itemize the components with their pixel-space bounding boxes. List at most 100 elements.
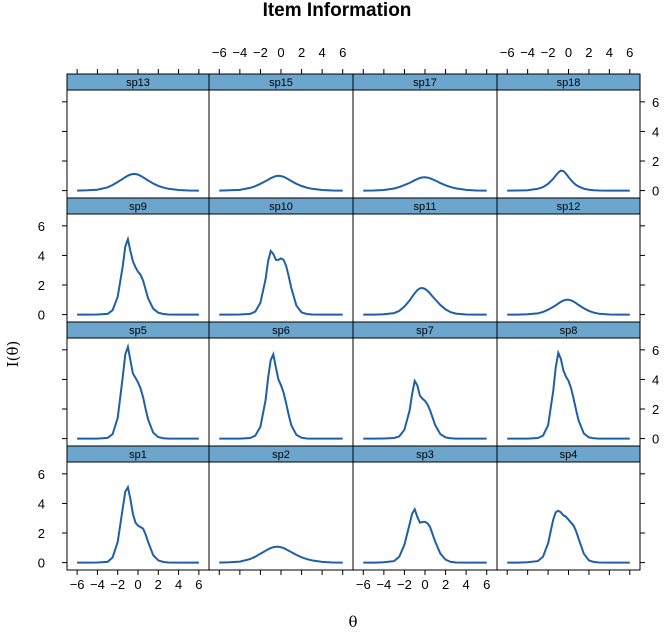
x-tick-label: 4 (319, 45, 326, 60)
strip-sp12 (496, 197, 641, 215)
y-tick-label: 4 (38, 248, 45, 263)
x-tick-label: 4 (463, 577, 470, 592)
curve-sp4 (507, 509, 630, 564)
x-tick-label: −2 (397, 577, 412, 592)
y-tick-label: 6 (38, 467, 45, 482)
strip-label-sp10: sp10 (269, 201, 293, 213)
strip-label-sp15: sp15 (269, 77, 293, 89)
x-tick-label: −2 (253, 45, 268, 60)
x-tick-label: 2 (585, 45, 592, 60)
panel-sp12 (496, 213, 641, 323)
x-tick-label: 4 (175, 577, 182, 592)
curve-sp18 (507, 169, 630, 192)
x-axis-label: θ (348, 613, 357, 631)
x-tick-label: 6 (195, 577, 202, 592)
panel-sp2 (208, 461, 354, 571)
strip-label-sp17: sp17 (413, 77, 437, 89)
strip-label-sp5: sp5 (129, 325, 147, 337)
y-tick-label: 6 (38, 219, 45, 234)
panel-sp10 (208, 213, 354, 323)
y-tick-label: 6 (652, 95, 659, 110)
x-tick-label: −4 (90, 577, 105, 592)
panel-sp9 (66, 213, 210, 323)
y-tick-label: 0 (652, 184, 659, 199)
x-tick-label: 0 (565, 45, 572, 60)
x-tick-label: 6 (626, 45, 633, 60)
y-tick-label: 4 (38, 496, 45, 511)
y-tick-label: 0 (38, 308, 45, 323)
strip-label-sp18: sp18 (557, 77, 581, 89)
panel-sp18 (496, 89, 641, 199)
chart-title: Item Information (263, 0, 412, 21)
curve-sp1 (77, 484, 199, 564)
curve-sp6 (219, 350, 343, 440)
strip-label-sp6: sp6 (272, 325, 290, 337)
curve-sp9 (77, 235, 199, 316)
panel-sp6 (208, 337, 354, 447)
panel-sp13 (66, 89, 210, 199)
x-tick-label: 0 (134, 577, 141, 592)
strip-label-sp2: sp2 (272, 449, 290, 461)
curve-sp15 (219, 174, 343, 192)
strip-label-sp9: sp9 (129, 201, 147, 213)
curve-sp8 (507, 349, 630, 440)
strip-label-sp3: sp3 (416, 449, 434, 461)
y-tick-label: 0 (652, 432, 659, 447)
x-tick-label: −6 (212, 45, 227, 60)
panel-sp15 (208, 89, 354, 199)
y-tick-label: 6 (652, 343, 659, 358)
curve-sp10 (219, 248, 343, 316)
x-tick-label: 4 (606, 45, 613, 60)
panel-sp17 (352, 89, 498, 199)
panel-sp3 (352, 461, 498, 571)
panel-sp1 (66, 461, 210, 571)
strip-label-sp11: sp11 (413, 201, 436, 213)
x-tick-label: 2 (442, 577, 449, 592)
panel-sp11 (352, 213, 498, 323)
x-tick-label: 2 (298, 45, 305, 60)
x-tick-label: −6 (500, 45, 515, 60)
strip-label-sp1: sp1 (129, 449, 147, 461)
x-tick-label: −2 (110, 577, 125, 592)
x-tick-label: −2 (541, 45, 556, 60)
curve-sp7 (363, 378, 487, 440)
panel-sp5 (66, 337, 210, 447)
strip-label-sp4: sp4 (560, 449, 578, 461)
y-tick-label: 2 (652, 154, 659, 169)
strip-sp4 (496, 445, 641, 463)
curve-sp5 (77, 343, 199, 440)
x-tick-label: −4 (232, 45, 247, 60)
x-tick-label: −6 (70, 577, 85, 592)
strip-label-sp12: sp12 (557, 201, 581, 213)
curve-sp17 (363, 176, 487, 192)
curve-sp3 (363, 506, 487, 564)
x-tick-label: 6 (339, 45, 346, 60)
y-tick-label: 2 (38, 526, 45, 541)
x-tick-label: 0 (277, 45, 284, 60)
y-tick-label: 4 (652, 124, 659, 139)
x-tick-label: 2 (155, 577, 162, 592)
curve-sp2 (219, 545, 343, 564)
x-tick-label: −4 (520, 45, 535, 60)
curve-sp13 (77, 173, 199, 192)
panel-sp4 (496, 461, 641, 571)
curve-sp11 (363, 286, 487, 316)
x-tick-label: −4 (376, 577, 391, 592)
y-axis-label: I(θ) (4, 341, 22, 368)
x-tick-label: 6 (483, 577, 490, 592)
panel-sp8 (496, 337, 641, 447)
y-tick-label: 0 (38, 556, 45, 571)
y-tick-label: 2 (652, 402, 659, 417)
x-tick-label: −6 (356, 577, 371, 592)
strip-label-sp7: sp7 (416, 325, 434, 337)
y-tick-label: 2 (38, 278, 45, 293)
curve-sp12 (507, 298, 630, 316)
strip-label-sp8: sp8 (560, 325, 578, 337)
panel-sp7 (352, 337, 498, 447)
strip-sp8 (496, 321, 641, 339)
y-tick-label: 4 (652, 372, 659, 387)
x-tick-label: 0 (421, 577, 428, 592)
strip-label-sp13: sp13 (126, 77, 150, 89)
